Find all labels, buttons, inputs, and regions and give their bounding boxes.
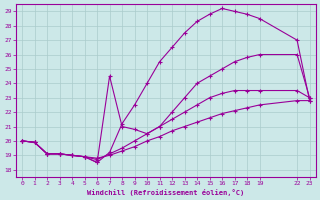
X-axis label: Windchill (Refroidissement éolien,°C): Windchill (Refroidissement éolien,°C)	[87, 189, 244, 196]
